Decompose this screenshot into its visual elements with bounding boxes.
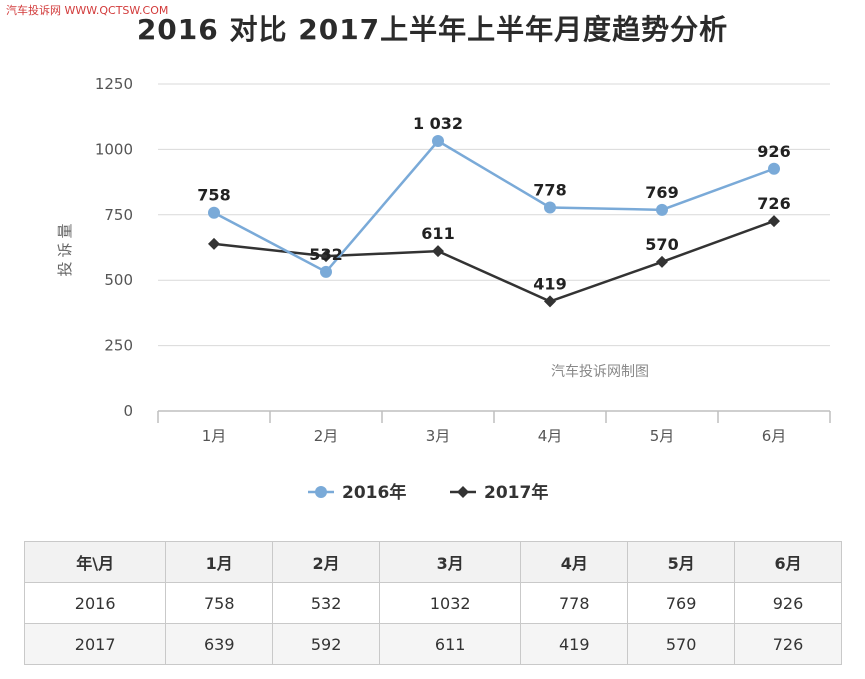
data-point	[432, 245, 444, 258]
table-cell: 639	[165, 623, 274, 665]
data-point	[768, 215, 780, 228]
data-label: 758	[197, 186, 230, 205]
chart-annotation: 汽车投诉网制图	[551, 363, 649, 380]
data-label: 532	[309, 245, 342, 264]
data-point	[320, 250, 332, 263]
table-header-cell: 年\月	[23, 541, 167, 583]
y-tick-label: 250	[104, 337, 133, 355]
data-point	[320, 265, 332, 278]
table-cell: 2016	[23, 582, 167, 624]
data-label: 778	[533, 180, 566, 199]
legend-label-2017: 2017年	[484, 482, 548, 503]
table-cell: 778	[520, 582, 629, 624]
data-label: 611	[421, 224, 454, 243]
table-header-cell: 5月	[627, 541, 736, 583]
chart-title: 2016 对比 2017上半年上半年月度趋势分析	[136, 13, 729, 46]
series-line-0	[213, 139, 775, 274]
table-cell: 1032	[379, 582, 522, 624]
data-point	[208, 237, 220, 250]
y-tick-label: 500	[104, 271, 133, 289]
x-tick-label: 3月	[426, 427, 451, 445]
table-cell: 769	[627, 582, 736, 624]
data-point	[544, 201, 556, 214]
data-label: 726	[757, 194, 790, 213]
data-point	[208, 206, 220, 219]
x-tick-label: 5月	[650, 427, 675, 445]
series-line-1	[213, 219, 775, 303]
x-tick-label: 4月	[538, 427, 563, 445]
table-header-cell: 1月	[165, 541, 274, 583]
data-table: 年\月 1月 2月 3月 4月 5月 6月 2016 758 532 1032 …	[23, 541, 842, 665]
y-tick-label: 750	[104, 206, 133, 224]
y-tick-label: 1250	[95, 75, 133, 93]
table-row: 2016 758 532 1032 778 769 926	[23, 582, 842, 624]
table-header-cell: 3月	[379, 541, 522, 583]
table-cell: 532	[272, 582, 381, 624]
table-header-row: 年\月 1月 2月 3月 4月 5月 6月	[23, 541, 842, 583]
table-cell: 926	[734, 582, 842, 624]
table-header-cell: 4月	[520, 541, 629, 583]
table-header-cell: 6月	[734, 541, 842, 583]
legend-marker-2017	[457, 486, 469, 498]
legend-label-2016: 2016年	[342, 482, 406, 503]
table-row: 2017 639 592 611 419 570 726	[23, 623, 842, 665]
data-label: 419	[533, 274, 566, 293]
data-point	[656, 203, 668, 216]
x-tick-label: 2月	[314, 427, 339, 445]
table-cell: 611	[379, 623, 522, 665]
legend-marker-2016	[315, 486, 327, 498]
table-cell: 726	[734, 623, 842, 665]
data-point	[544, 295, 556, 308]
y-axis-title: 投诉量	[56, 219, 74, 276]
data-label: 769	[645, 183, 678, 202]
table-cell: 419	[520, 623, 629, 665]
table-cell: 592	[272, 623, 381, 665]
x-tick-label: 6月	[762, 427, 787, 445]
data-label: 570	[645, 235, 678, 254]
data-point	[768, 162, 780, 175]
y-tick-label: 1000	[95, 140, 133, 158]
x-tick-label: 1月	[202, 427, 227, 445]
y-tick-label: 0	[123, 402, 133, 420]
table-cell: 758	[165, 582, 274, 624]
table-cell: 570	[627, 623, 736, 665]
data-point	[432, 135, 444, 148]
data-label: 1 032	[413, 114, 463, 133]
line-chart: 0 250 500 750 1000 1250 1月 2月 3月 4月 5月 6月 投诉量汽车投诉网制图…	[56, 75, 831, 503]
source-watermark: 汽车投诉网 WWW.QCTSW.COM	[6, 4, 169, 17]
data-point	[656, 255, 668, 268]
table-header-cell: 2月	[272, 541, 381, 583]
data-label: 926	[757, 142, 790, 161]
table-cell: 2017	[23, 623, 167, 665]
